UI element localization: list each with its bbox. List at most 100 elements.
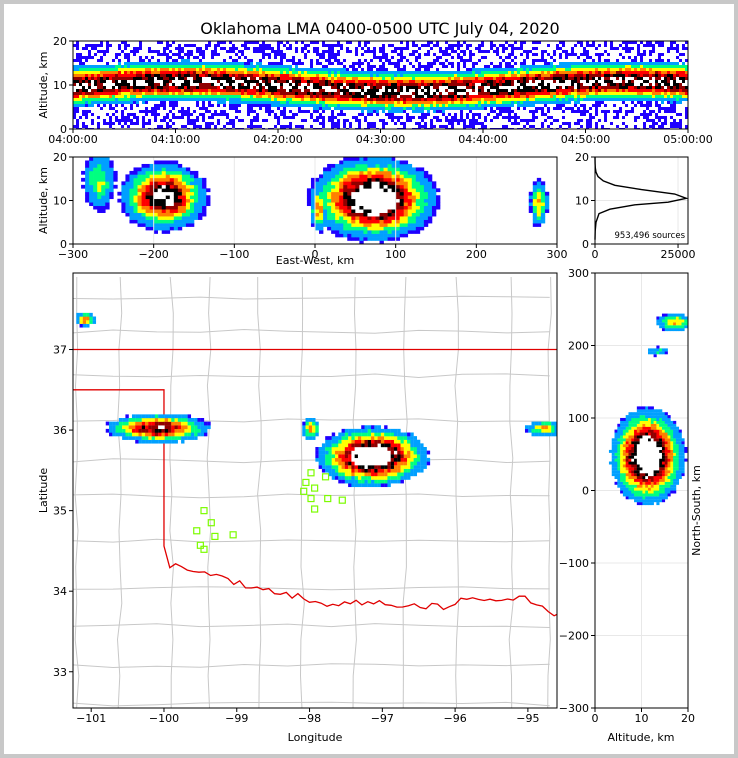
density-cell: [343, 163, 348, 168]
density-cell: [109, 104, 112, 107]
density-cell: [103, 104, 106, 107]
density-cell: [640, 98, 643, 101]
density-cell: [646, 119, 649, 122]
density-cell: [682, 80, 685, 83]
density-cell: [547, 68, 550, 71]
density-cell: [103, 77, 106, 80]
density-cell: [598, 83, 601, 86]
density-cell: [118, 74, 121, 77]
density-cell: [169, 44, 172, 47]
density-cell: [334, 86, 337, 89]
density-cell: [343, 59, 346, 62]
density-cell: [544, 104, 547, 107]
density-cell: [211, 68, 214, 71]
density-cell: [658, 116, 661, 119]
density-cell: [478, 47, 481, 50]
density-cell: [604, 113, 607, 116]
density-cell: [613, 98, 616, 101]
density-cell: [541, 101, 544, 104]
density-cell: [652, 122, 655, 125]
density-cell: [250, 62, 253, 65]
density-cell: [217, 104, 220, 107]
density-cell: [118, 86, 121, 89]
density-cell: [100, 98, 103, 101]
density-cell: [187, 95, 190, 98]
density-cell: [315, 209, 320, 213]
density-cell: [508, 56, 511, 59]
density-cell: [421, 95, 424, 98]
density-cell: [97, 101, 100, 104]
density-cell: [400, 80, 403, 83]
density-cell: [160, 89, 163, 92]
density-cell: [379, 89, 382, 92]
density-cell: [304, 119, 307, 122]
density-cell: [394, 92, 397, 95]
density-cell: [175, 104, 178, 107]
density-cell: [217, 119, 220, 122]
density-cell: [109, 80, 112, 83]
density-cell: [400, 53, 403, 56]
density-cell: [166, 74, 169, 77]
density-cell: [88, 95, 91, 98]
density-cell: [469, 89, 472, 92]
density-cell: [97, 174, 102, 179]
density-cell: [400, 104, 403, 107]
density-cell: [613, 47, 616, 50]
density-cell: [508, 71, 511, 74]
density-cell: [145, 163, 150, 168]
density-cell: [469, 101, 472, 104]
density-cell: [298, 95, 301, 98]
density-cell: [430, 101, 433, 104]
density-cell: [184, 80, 187, 83]
density-cell: [580, 65, 583, 68]
density-cell: [202, 205, 207, 210]
density-cell: [358, 98, 361, 101]
density-cell: [331, 92, 334, 95]
density-cell: [610, 86, 613, 89]
density-cell: [439, 77, 442, 80]
density-cell: [124, 95, 127, 98]
density-cell: [550, 56, 553, 59]
density-cell: [349, 65, 352, 68]
density-cell: [664, 68, 667, 71]
density-cell: [106, 65, 109, 68]
density-cell: [367, 74, 370, 77]
density-cell: [439, 104, 442, 107]
density-cell: [412, 80, 415, 83]
density-cell: [129, 184, 134, 189]
density-cell: [101, 198, 106, 203]
density-cell: [323, 170, 328, 175]
density-cell: [235, 101, 238, 104]
density-cell: [601, 80, 604, 83]
density-cell: [526, 68, 529, 71]
density-cell: [652, 89, 655, 92]
density-cell: [82, 104, 85, 107]
density-cell: [149, 191, 154, 196]
density-cell: [295, 98, 298, 101]
density-cell: [658, 107, 661, 110]
density-cell: [169, 219, 175, 224]
density-cell: [352, 95, 355, 98]
density-cell: [445, 104, 448, 107]
density-cell: [475, 80, 478, 83]
density-cell: [595, 92, 598, 95]
density-cell: [418, 95, 421, 98]
density-cell: [586, 80, 589, 83]
density-cell: [187, 119, 190, 122]
density-cell: [211, 113, 214, 116]
density-cell: [268, 110, 271, 113]
density-cell: [268, 77, 271, 80]
density-cell: [463, 125, 466, 128]
density-cell: [280, 68, 283, 71]
density-cell: [101, 205, 106, 210]
density-cell: [220, 74, 223, 77]
density-cell: [454, 71, 457, 74]
density-cell: [388, 89, 391, 92]
density-cell: [313, 95, 316, 98]
density-cell: [427, 110, 430, 113]
density-cell: [319, 98, 322, 101]
density-cell: [199, 62, 202, 65]
density-cell: [571, 68, 574, 71]
density-cell: [310, 77, 313, 80]
density-cell: [76, 68, 79, 71]
